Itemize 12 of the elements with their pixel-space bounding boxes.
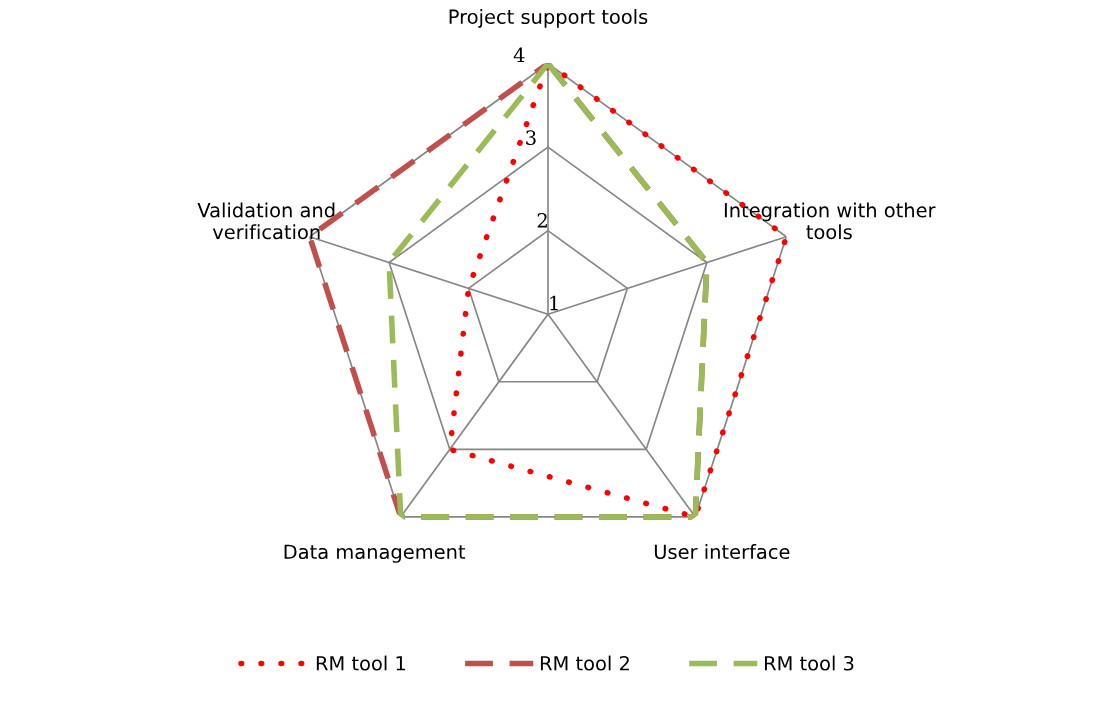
- y-tick-label: 1: [550, 295, 558, 311]
- y-tick-label: 2: [537, 212, 547, 228]
- legend-label: RM tool 2: [540, 655, 629, 671]
- legend-label: RM tool 3: [764, 655, 854, 671]
- legend-label: RM tool 1: [316, 655, 406, 671]
- y-tick-label: 3: [526, 130, 536, 145]
- y-tick-label: 4: [513, 47, 525, 62]
- spoke-label: User interface: [654, 544, 790, 560]
- spoke-label: Validation and verification: [197, 202, 335, 240]
- spoke-label: Integration with other tools: [724, 202, 936, 240]
- spoke-label: Project support tools: [449, 8, 648, 28]
- spoke-label: Data management: [284, 544, 466, 563]
